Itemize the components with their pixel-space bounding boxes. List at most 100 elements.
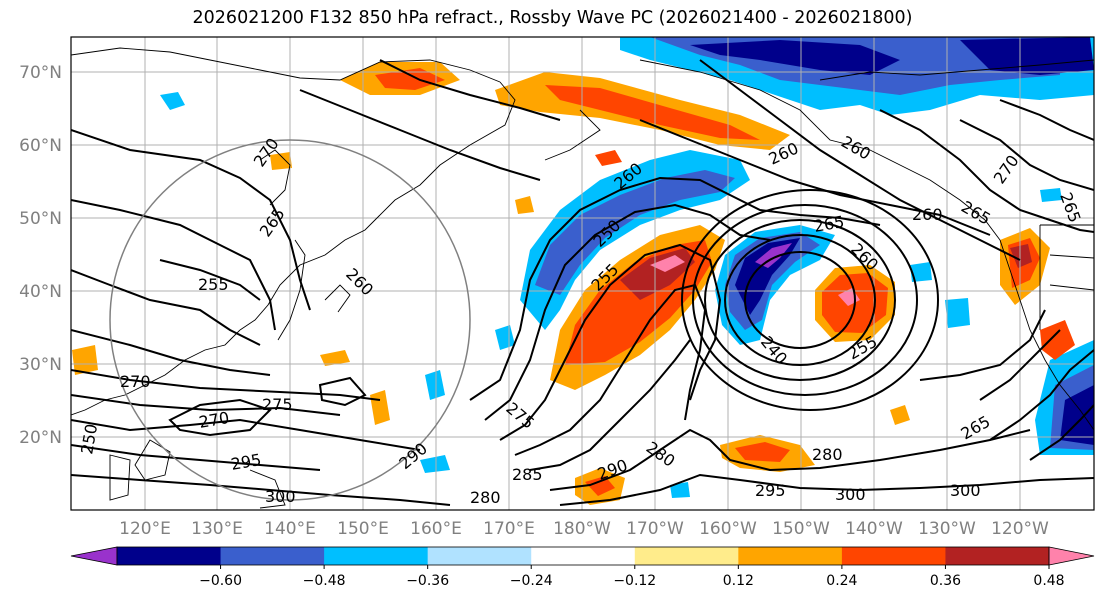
- lon-label: 170°W: [626, 519, 684, 539]
- colorbar-tick-label: 0.48: [1033, 573, 1064, 589]
- lon-label: 170°E: [483, 519, 535, 539]
- coastline: [109, 454, 131, 501]
- coastline: [999, 239, 1094, 431]
- height-contour: [692, 204, 918, 396]
- coastline: [379, 81, 516, 216]
- colorbar-tick-label: −0.60: [199, 573, 242, 589]
- colorbar: −0.60 −0.48 −0.36 −0.24 −0.12 0.12 0.24 0.36 0.4…: [70, 546, 1095, 589]
- positive-anomaly-region: [320, 350, 350, 366]
- lon-label: 120°E: [119, 519, 171, 539]
- colorbar-segment: [220, 547, 325, 565]
- contour-label: 295: [755, 481, 786, 500]
- negative-anomaly-region: [735, 238, 800, 315]
- reference-circle: [109, 139, 471, 501]
- contour-label: 285: [512, 465, 543, 484]
- positive-anomaly-region: [515, 196, 534, 214]
- positive-anomaly-region: [545, 85, 760, 140]
- coastline: [239, 214, 381, 331]
- height-contour: [71, 269, 261, 346]
- lon-label: 160°W: [699, 519, 757, 539]
- colorbar-segment: [117, 547, 222, 565]
- lat-label: 60°N: [19, 136, 62, 156]
- coastline: [249, 469, 286, 509]
- contour-label: 300: [835, 485, 866, 504]
- coastline: [1049, 254, 1094, 259]
- height-contour: [71, 129, 311, 311]
- colorbar-segment: [427, 547, 532, 565]
- height-contour: [699, 59, 1021, 261]
- positive-anomaly-region: [1040, 320, 1075, 360]
- lat-label: 30°N: [19, 355, 62, 375]
- negative-anomaly-region: [960, 37, 1094, 75]
- colorbar-segment: [324, 547, 429, 565]
- lon-label: 180°W: [553, 519, 611, 539]
- colorbar-tick-label: −0.12: [613, 573, 656, 589]
- height-contour: [71, 199, 276, 331]
- longitude-labels: 120°E 130°E 140°E 150°E 160°E 170°E 180°…: [119, 519, 1049, 539]
- coastline: [1049, 284, 1094, 291]
- height-contour: [379, 59, 561, 121]
- colorbar-extension-low: [70, 546, 118, 566]
- colorbar-segment: [841, 547, 946, 565]
- negative-anomaly-region: [535, 170, 735, 295]
- positive-anomaly-region: [585, 476, 615, 496]
- height-contour: [71, 418, 421, 451]
- negative-anomaly-region: [1060, 385, 1094, 445]
- colorbar-segment: [531, 547, 636, 565]
- contour-label: 280: [812, 445, 843, 464]
- lat-label: 40°N: [19, 282, 62, 302]
- coastlines: [71, 47, 1094, 509]
- positive-anomaly-region: [595, 150, 622, 166]
- height-contour: [1029, 404, 1094, 461]
- height-contour: [999, 99, 1094, 141]
- negative-anomaly-region: [495, 325, 515, 350]
- lat-label: 50°N: [19, 209, 62, 229]
- positive-anomaly-region: [650, 255, 685, 272]
- lat-label: 70°N: [19, 63, 62, 83]
- pv-anomaly-shading: [72, 37, 1094, 505]
- plot-frame: [70, 36, 1095, 511]
- lon-label: 140°W: [845, 519, 903, 539]
- lon-label: 160°E: [410, 519, 462, 539]
- colorbar-extension-high: [1048, 546, 1095, 566]
- height-contours: [71, 59, 1094, 506]
- lat-label: 20°N: [19, 428, 62, 448]
- contour-label: 255: [198, 275, 229, 294]
- lon-label: 150°W: [772, 519, 830, 539]
- height-contour: [549, 428, 1031, 491]
- colorbar-segment: [634, 547, 739, 565]
- height-contour: [919, 309, 1046, 381]
- coastline: [819, 59, 1094, 81]
- height-contour: [71, 474, 451, 506]
- height-contour: [989, 349, 1094, 441]
- colorbar-frame: [116, 546, 1050, 566]
- negative-anomaly-region: [420, 455, 450, 473]
- lon-label: 130°W: [918, 519, 976, 539]
- contour-label: 275: [262, 395, 293, 414]
- height-contour: [704, 219, 896, 381]
- height-contour: [71, 329, 271, 376]
- height-contour: [529, 339, 691, 471]
- coastline: [277, 239, 306, 341]
- contour-label: 300: [265, 487, 296, 506]
- negative-anomaly-region: [160, 92, 185, 110]
- negative-anomaly-region: [910, 262, 932, 282]
- graticule: [71, 37, 1094, 510]
- height-contour: [681, 189, 939, 411]
- positive-anomaly-region: [890, 405, 910, 425]
- colorbar-segment: [945, 547, 1050, 565]
- height-contour: [71, 394, 341, 416]
- lon-label: 120°W: [991, 519, 1049, 539]
- colorbar-segment: [738, 547, 843, 565]
- height-contour: [168, 398, 272, 437]
- height-contour: [299, 89, 541, 181]
- height-contour: [514, 283, 707, 456]
- coastline: [639, 59, 1001, 241]
- lon-label: 140°E: [264, 519, 316, 539]
- colorbar-tick-label: −0.24: [510, 573, 553, 589]
- colorbar-tick-label: 0.36: [930, 573, 961, 589]
- height-contour: [724, 234, 876, 366]
- height-contour: [979, 329, 1061, 401]
- positive-anomaly-region: [735, 442, 790, 462]
